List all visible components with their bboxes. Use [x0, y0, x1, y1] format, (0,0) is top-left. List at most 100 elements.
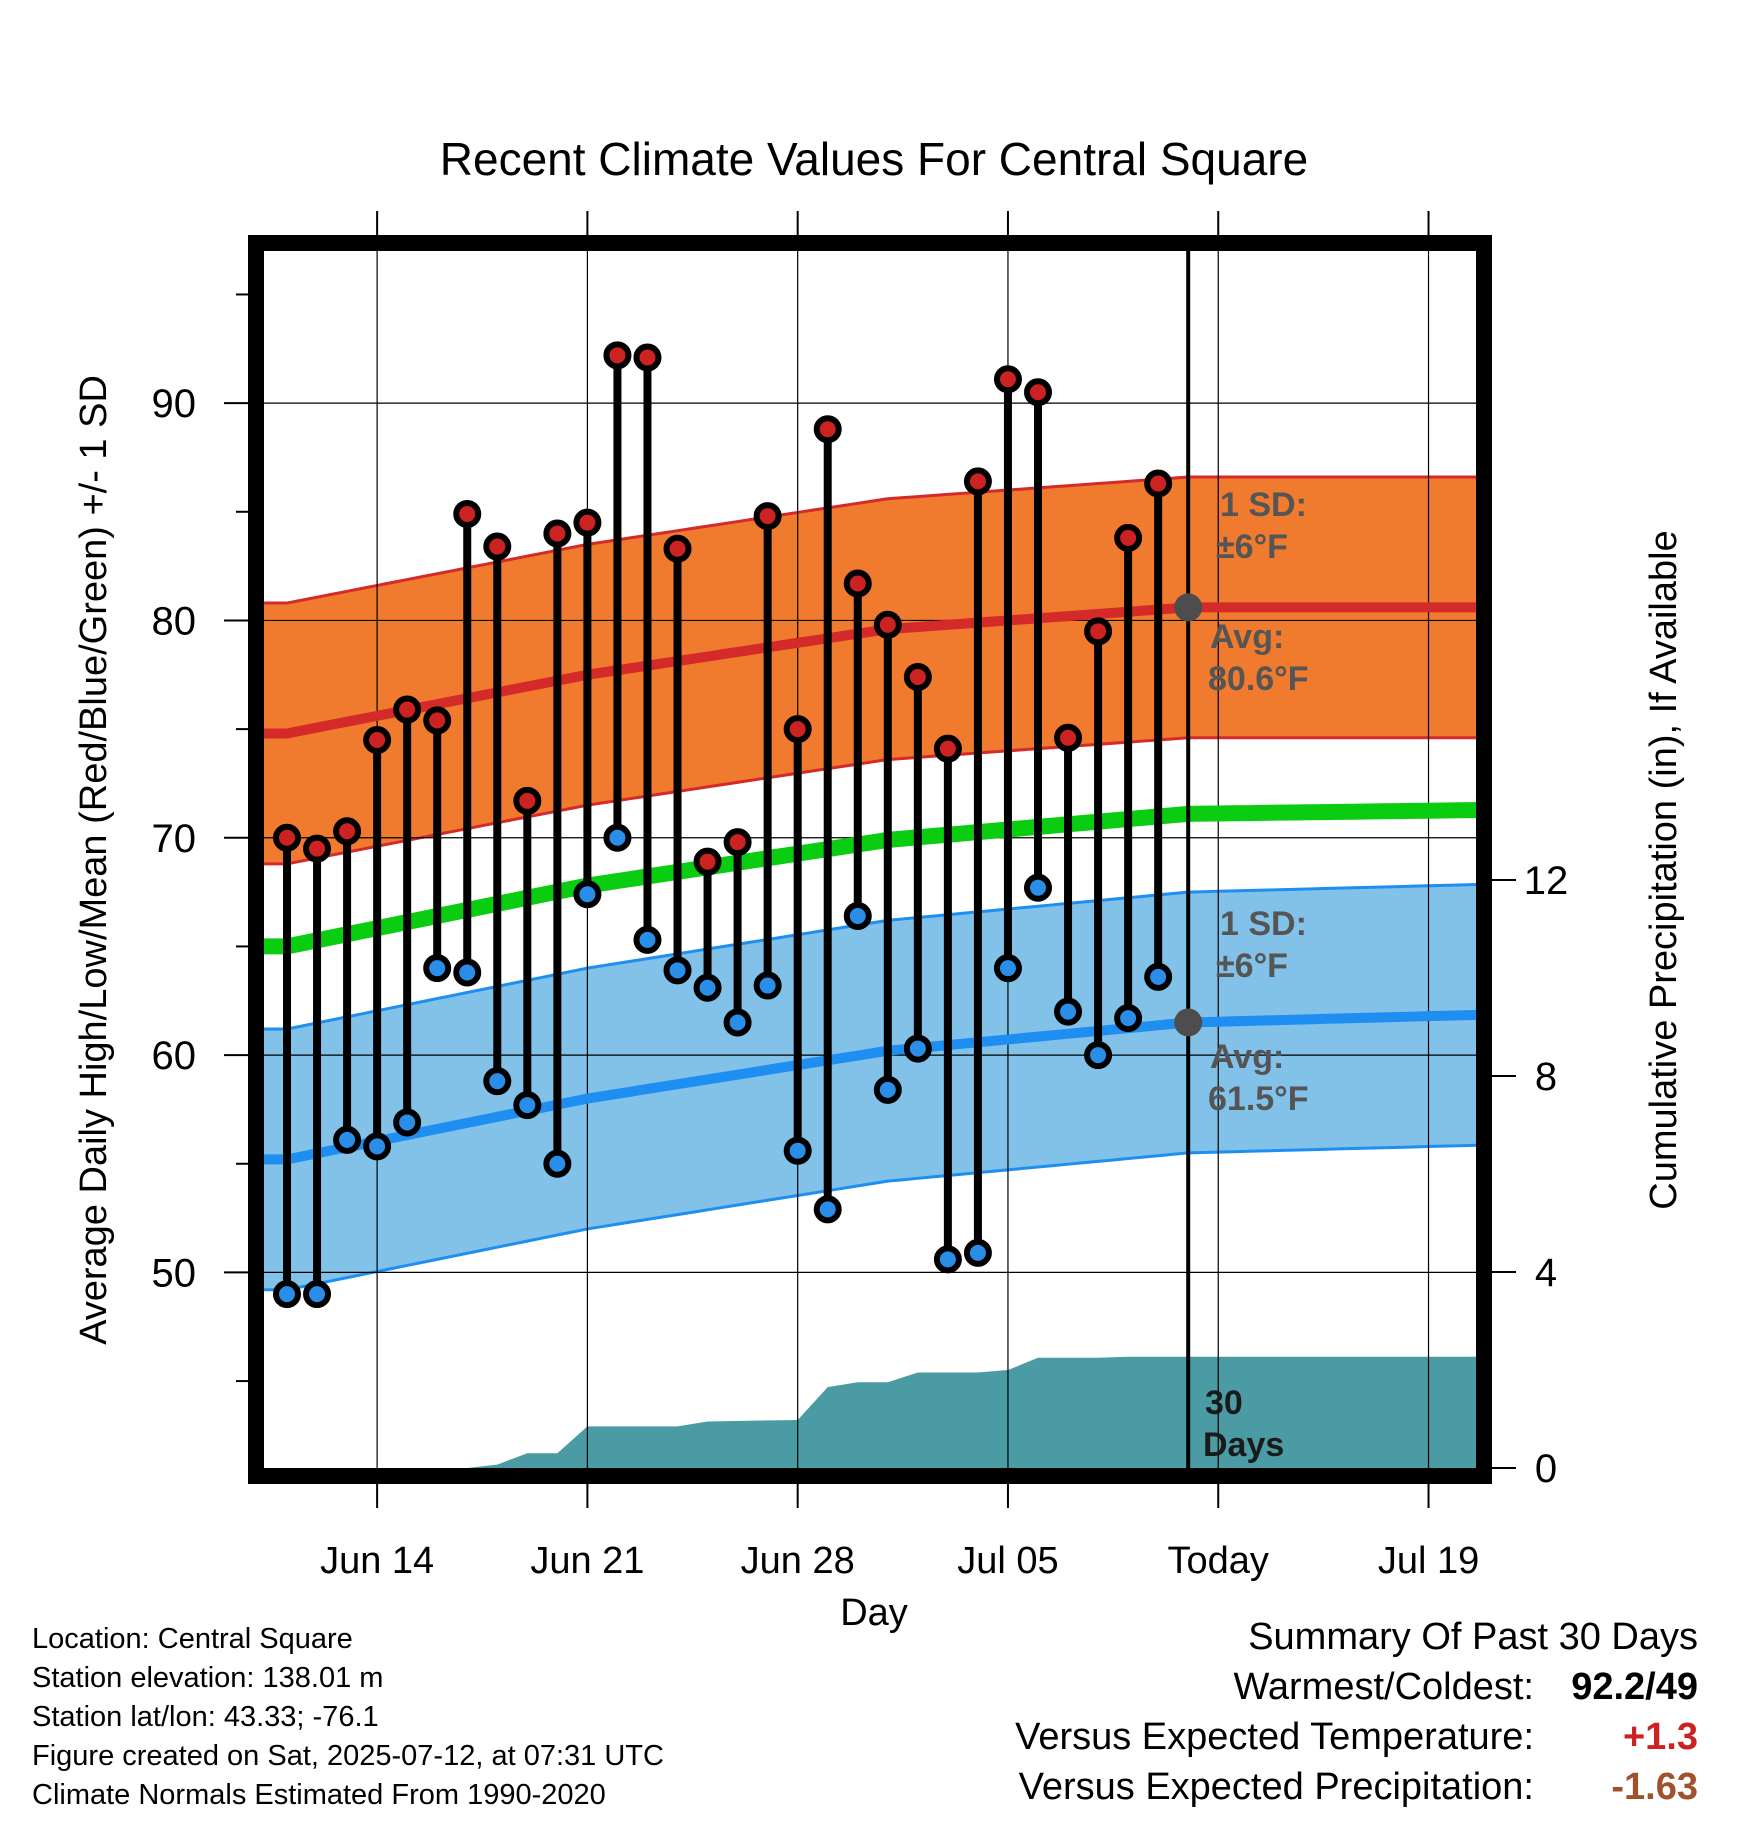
normal-high-today-marker: [1174, 593, 1203, 622]
y-tick-label: 80: [152, 599, 197, 643]
daily-high-point: [693, 847, 722, 876]
daily-high-point: [873, 610, 902, 639]
normal-low-today-marker: [1174, 1008, 1203, 1037]
daily-low-point: [663, 956, 692, 985]
summary-warmest-value: 92.2/49: [1571, 1666, 1698, 1708]
daily-high-point: [363, 725, 392, 754]
low-avg-label: Avg:: [1210, 1038, 1284, 1076]
station-info: Location: Central Square Station elevati…: [32, 1620, 664, 1815]
daily-low-point: [363, 1132, 392, 1161]
summary-precip-row: Versus Expected Precipitation: -1.63: [1015, 1762, 1698, 1812]
summary-temp-value: +1.3: [1622, 1716, 1698, 1758]
daily-high-point: [843, 569, 872, 598]
low-avg-value: 61.5°F: [1208, 1080, 1309, 1118]
daily-high-point: [543, 519, 572, 548]
daily-low-point: [1024, 873, 1052, 902]
daily-low-point: [453, 958, 482, 987]
daily-low-point: [573, 880, 602, 909]
high-sd-value: ±6°F: [1216, 528, 1288, 566]
info-latlon: Station lat/lon: 43.33; -76.1: [32, 1701, 379, 1733]
y-tick-label: 50: [152, 1251, 197, 1295]
daily-low-point: [513, 1091, 542, 1120]
daily-low-point: [1144, 962, 1173, 991]
daily-low-point: [843, 902, 872, 931]
y-tick-label: 90: [152, 382, 197, 426]
y2-axis-label: Cumulative Precipitation (in), If Availa…: [1643, 530, 1685, 1209]
info-normals: Climate Normals Estimated From 1990-2020: [32, 1779, 606, 1811]
daily-high-point: [1084, 617, 1113, 646]
high-avg-label: Avg:: [1210, 618, 1284, 656]
daily-high-point: [723, 828, 752, 857]
daily-high-point: [483, 532, 512, 561]
daily-low-point: [543, 1149, 572, 1178]
x-tick-label: Today: [1168, 1540, 1269, 1582]
x-axis-label: Day: [840, 1592, 908, 1634]
info-elevation: Station elevation: 138.01 m: [32, 1662, 384, 1694]
daily-high-point: [783, 715, 812, 744]
daily-high-point: [303, 834, 332, 863]
daily-low-point: [963, 1238, 992, 1267]
daily-high-point: [1054, 723, 1083, 752]
x-tick-label: Jun 28: [741, 1540, 855, 1582]
daily-high-point: [453, 499, 482, 528]
daily-low-point: [753, 971, 782, 1000]
daily-low-point: [723, 1008, 752, 1037]
x-tick-label: Jun 14: [320, 1540, 434, 1582]
plot-frame: [248, 235, 1492, 1484]
daily-low-point: [783, 1136, 812, 1165]
x-tick-label: Jul 19: [1378, 1540, 1479, 1582]
daily-high-point: [1144, 469, 1173, 498]
daily-low-point: [873, 1075, 902, 1104]
x-tick-label: Jun 21: [530, 1540, 644, 1582]
daily-low-point: [273, 1280, 301, 1309]
daily-low-point: [693, 973, 722, 1002]
normal-high-band: [264, 477, 1476, 864]
summary-temp-row: Versus Expected Temperature: +1.3: [1015, 1712, 1698, 1762]
summary-title: Summary Of Past 30 Days: [1248, 1616, 1698, 1658]
high-sd-label: 1 SD:: [1220, 486, 1307, 524]
daily-low-point: [1114, 1004, 1143, 1033]
chart-title: Recent Climate Values For Central Square: [440, 133, 1308, 185]
x-tick-label: Jul 05: [957, 1540, 1058, 1582]
daily-low-point: [423, 954, 452, 983]
y2-tick-label: 0: [1535, 1447, 1557, 1491]
info-location: Location: Central Square: [32, 1623, 353, 1655]
daily-high-point: [633, 343, 662, 372]
daily-high-point: [1024, 378, 1052, 407]
daily-high-point: [513, 786, 542, 815]
daily-low-point: [1054, 997, 1083, 1026]
daily-high-point: [573, 508, 602, 537]
daily-high-point: [963, 467, 992, 496]
precip-days-number: 30: [1205, 1384, 1243, 1422]
daily-high-point: [603, 341, 632, 370]
daily-high-point: [273, 823, 301, 852]
y-tick-label: 70: [152, 817, 197, 861]
high-avg-value: 80.6°F: [1208, 660, 1309, 698]
summary-precip-value: -1.63: [1611, 1766, 1698, 1808]
daily-low-point: [933, 1245, 962, 1274]
y2-tick-label: 8: [1535, 1055, 1557, 1099]
summary-precip-label: Versus Expected Precipitation:: [1018, 1766, 1534, 1808]
low-sd-label: 1 SD:: [1220, 905, 1307, 943]
y-tick-label: 60: [152, 1034, 197, 1078]
daily-low-point: [603, 823, 632, 852]
daily-low-point: [633, 925, 662, 954]
info-created: Figure created on Sat, 2025-07-12, at 07…: [32, 1740, 664, 1772]
summary-panel: Summary Of Past 30 Days Warmest/Coldest:…: [1015, 1612, 1698, 1812]
normal-low-band: [264, 884, 1476, 1290]
daily-low-point: [303, 1280, 332, 1309]
daily-high-point: [423, 706, 452, 735]
daily-low-point: [333, 1125, 362, 1154]
daily-high-point: [933, 734, 962, 763]
low-sd-value: ±6°F: [1216, 947, 1288, 985]
daily-low-point: [393, 1108, 422, 1137]
daily-low-point: [903, 1034, 932, 1063]
daily-low-point: [1084, 1041, 1113, 1070]
summary-temp-label: Versus Expected Temperature:: [1015, 1716, 1534, 1758]
daily-high-point: [753, 502, 782, 531]
daily-low-point: [813, 1195, 842, 1224]
daily-high-point: [993, 365, 1022, 394]
y-axis-label: Average Daily High/Low/Mean (Red/Blue/Gr…: [73, 375, 115, 1345]
daily-high-point: [813, 415, 842, 444]
